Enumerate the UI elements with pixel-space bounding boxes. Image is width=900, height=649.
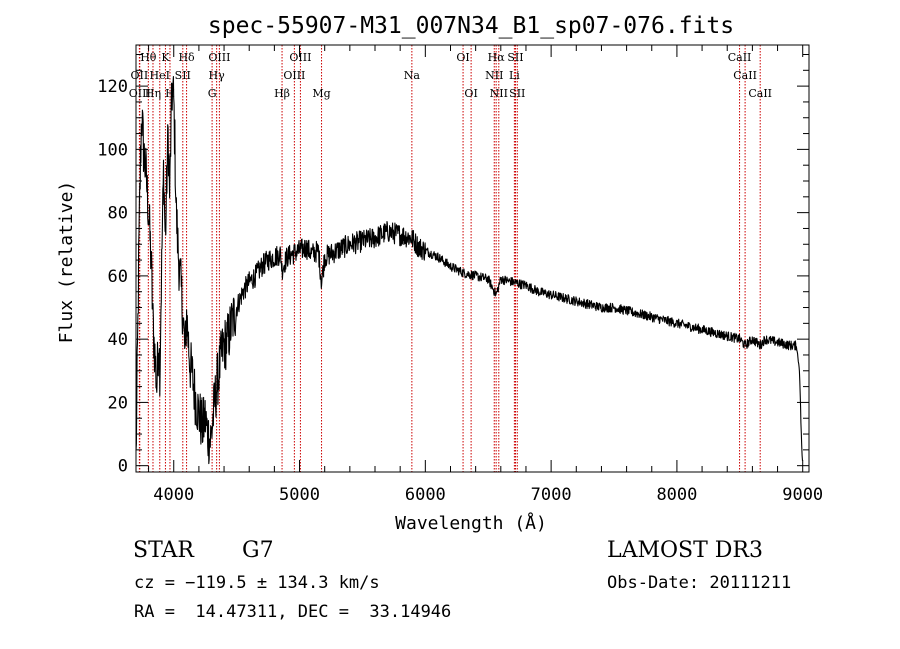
y-tick-label: 80 (108, 204, 128, 224)
redshift-velocity: cz = −119.5 ± 134.3 km/s (134, 573, 380, 593)
x-tick-label: 9000 (782, 485, 823, 505)
line-label: Hη (145, 87, 161, 100)
line-label: SII (509, 87, 525, 100)
line-label: NII (490, 87, 508, 100)
object-class: STAR (133, 538, 194, 563)
x-tick-label: 8000 (656, 485, 697, 505)
line-label: CaII (728, 51, 752, 64)
x-tick-label: 5000 (279, 485, 320, 505)
line-label: SII (507, 51, 523, 64)
line-label: OII (131, 69, 149, 82)
line-label: SII (175, 69, 191, 82)
line-label: NII (485, 69, 503, 82)
line-label: CaII (733, 69, 757, 82)
y-tick-label: 20 (108, 393, 128, 413)
line-label: Hδ (178, 51, 195, 64)
x-tick-label: 6000 (405, 485, 446, 505)
sky-coordinates: RA = 14.47311, DEC = 33.14946 (134, 602, 452, 622)
x-axis-label: Wavelength (Å) (395, 512, 547, 534)
line-label: Mg (312, 87, 330, 100)
line-label: Hγ (209, 69, 226, 82)
line-label: OIII (289, 51, 311, 64)
line-label: OIII (208, 51, 230, 64)
line-label: Li (509, 69, 520, 82)
line-label: OI (456, 51, 469, 64)
survey-name: LAMOST DR3 (607, 538, 763, 563)
y-tick-label: 100 (97, 140, 128, 160)
line-label: HeI (150, 69, 170, 82)
x-tick-label: 7000 (531, 485, 572, 505)
observation-date: Obs-Date: 20111211 (607, 573, 792, 593)
x-axis: 4000 5000 6000 7000 8000 9000 (148, 45, 823, 505)
line-label: H (165, 87, 175, 100)
line-label: Na (404, 69, 421, 82)
y-tick-label: 120 (97, 77, 128, 97)
line-label: OIII (283, 69, 305, 82)
x-tick-label: 4000 (153, 485, 194, 505)
line-label: Hβ (274, 87, 290, 100)
spectral-line-markers (138, 45, 761, 472)
y-tick-label: 40 (108, 330, 128, 350)
y-tick-label: 60 (108, 267, 128, 287)
line-label: K (161, 51, 170, 64)
line-label: OIII (129, 87, 151, 100)
line-label: Hα (488, 51, 506, 64)
y-tick-label: 0 (118, 457, 128, 477)
spectrum-line (135, 76, 804, 465)
line-label: OI (464, 87, 477, 100)
y-axis: 0 20 40 60 80 100 120 (97, 53, 809, 477)
line-label: G (208, 87, 217, 100)
line-label: CaII (748, 87, 772, 100)
object-subclass: G7 (242, 538, 274, 563)
y-axis-label: Flux (relative) (56, 181, 77, 344)
line-label: Hθ (140, 51, 157, 64)
chart-title: spec-55907-M31_007N34_B1_sp07-076.fits (208, 13, 734, 39)
plot-frame (135, 44, 810, 473)
